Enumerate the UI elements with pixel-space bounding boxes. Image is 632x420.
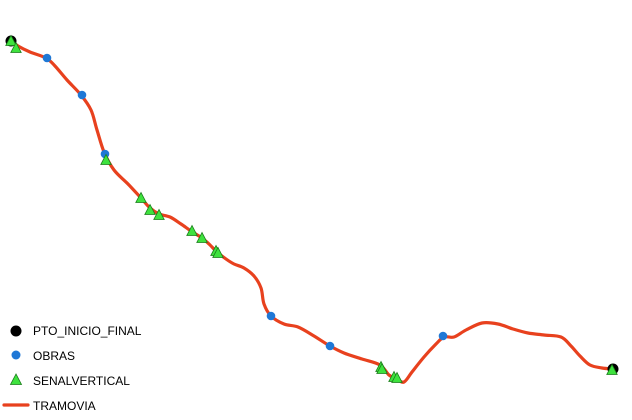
black-circle-icon [11,326,22,337]
legend-item-obras: OBRAS [12,349,76,363]
obras-layer [43,54,448,351]
obras-marker[interactable] [439,332,448,341]
obras-marker[interactable] [326,342,335,351]
legend-item-pto-inicio-final: PTO_INICIO_FINAL [11,324,142,338]
legend-item-tramovia: TRAMOVIA [4,399,96,413]
legend-label-obras: OBRAS [33,349,75,363]
legend-item-senalvertical: SENALVERTICAL [11,374,131,388]
map-legend: PTO_INICIO_FINAL OBRAS SENALVERTICAL TRA… [4,324,142,413]
obras-marker[interactable] [43,54,52,63]
blue-circle-icon [12,351,21,360]
obras-marker[interactable] [267,312,276,321]
legend-label-senalvertical: SENALVERTICAL [33,374,130,388]
legend-label-tramovia: TRAMOVIA [33,399,96,413]
legend-label-pto-inicio-final: PTO_INICIO_FINAL [33,324,142,338]
obras-marker[interactable] [78,91,87,100]
green-triangle-icon [11,374,22,385]
